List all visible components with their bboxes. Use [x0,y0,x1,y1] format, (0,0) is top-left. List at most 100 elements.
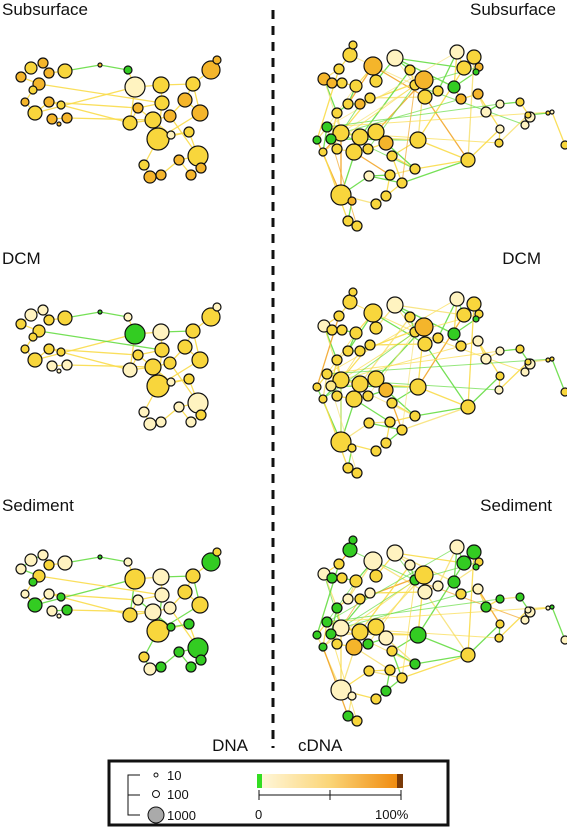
network-node [369,569,383,583]
network-node [362,143,374,155]
network-node [515,592,525,602]
network-node [367,123,385,141]
network-edge [349,301,416,333]
network-node [404,559,416,571]
network-edge [417,386,469,408]
network-node [342,710,354,722]
network-node [123,65,133,75]
network-node [351,467,363,479]
network-edge [60,104,131,124]
network-node [138,406,150,418]
network-node [146,619,170,643]
network-node [417,336,433,352]
network-node [460,647,476,663]
network-node [166,377,176,387]
network-edge [326,598,501,623]
network-node [520,615,530,625]
network-edge [38,83,163,104]
network-node [195,162,207,174]
network-node [524,111,532,119]
network-edge [349,549,416,581]
legend-size-label-10: 10 [167,768,181,783]
network-edge [66,364,154,368]
network-node [342,215,354,227]
legend-size-10 [153,772,159,778]
network-node [396,177,408,189]
legend-scale-min: 0 [255,807,262,822]
network-node [57,555,73,571]
network-edge [34,333,136,361]
network-node [384,416,396,428]
network-edge [401,331,416,431]
network-node [201,307,221,327]
network-node [163,601,177,615]
network-node [432,332,444,344]
network-edge [326,51,458,128]
network-edge [99,556,129,563]
network-edge [498,114,529,144]
network-edge [340,98,462,134]
network-node [520,120,530,130]
cdna-sediment-title: Sediment [480,496,552,515]
network-node [183,373,195,385]
network-node [56,613,62,619]
network-edge [60,351,131,371]
network-node [318,394,328,404]
network-node [409,163,421,175]
legend-size-100 [152,790,160,798]
network-node [37,549,49,561]
network-node [347,443,357,453]
network-node [201,552,221,572]
network-node [143,417,157,431]
network-edge [60,596,131,616]
network-node [20,344,30,354]
network-edge [326,606,553,623]
network-node [386,397,398,409]
network-node [46,605,58,617]
network-edge [417,139,469,161]
network-node [187,637,209,659]
network-node [449,539,465,555]
network-node [348,40,358,50]
network-node [124,568,146,590]
network-node [333,558,345,570]
network-node [380,437,392,449]
network-node [97,62,103,68]
network-node [124,76,146,98]
network-node [201,60,221,80]
network-node [326,77,338,89]
network-node [325,628,337,640]
network-edge [401,579,416,679]
network-edge [340,345,462,381]
network-node [370,198,382,210]
network-node [154,95,170,111]
network-node [363,303,383,323]
network-node [191,596,209,614]
network-node [404,311,416,323]
network-node [132,594,144,606]
network-node [378,135,394,151]
network-node [56,347,66,357]
network-node [185,169,197,181]
network-node [122,607,138,623]
network-node [472,335,484,347]
network-node [472,315,480,323]
network-node [342,462,354,474]
network-node [495,99,505,109]
network-node [409,658,421,670]
network-node [495,371,505,381]
network-node [177,92,193,108]
network-edge [498,361,529,391]
network-node [414,565,434,585]
network-panel-4 [15,547,222,676]
network-node [560,140,567,150]
network-node [97,554,103,560]
network-node [123,312,133,322]
network-edge [417,314,465,388]
network-node [146,127,170,151]
network-edge [424,96,469,161]
network-node [417,89,433,105]
network-node [28,85,38,95]
network-edge [372,312,426,345]
